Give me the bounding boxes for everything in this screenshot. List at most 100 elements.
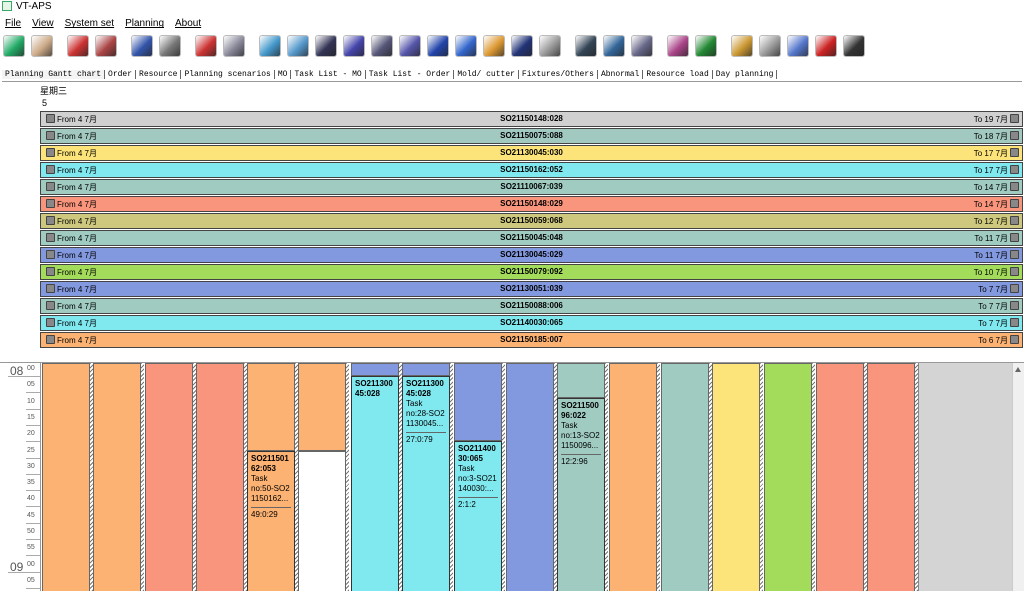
- toolbar-button[interactable]: [95, 35, 117, 57]
- toolbar-button[interactable]: [787, 35, 809, 57]
- tick-line: [26, 555, 40, 557]
- menu-item[interactable]: Planning: [125, 18, 165, 29]
- order-bar[interactable]: From 4 7月 SO21150045:048 To 11 7月: [40, 230, 1023, 246]
- hour-label: 08: [10, 364, 24, 378]
- order-bar[interactable]: From 4 7月 SO21150088:006 To 7 7月: [40, 298, 1023, 314]
- toolbar-button[interactable]: [315, 35, 337, 57]
- task-text: no:50-SO2: [251, 484, 290, 493]
- from-text: From 4 7月: [57, 149, 98, 158]
- tab[interactable]: Mold/ cutter: [454, 70, 519, 79]
- scrollbar[interactable]: [1012, 363, 1024, 591]
- column-segment: [93, 363, 141, 591]
- toolbar-button[interactable]: [511, 35, 533, 57]
- minute-label: 40: [27, 495, 35, 503]
- order-bar[interactable]: From 4 7月 SO21150075:088 To 18 7月: [40, 128, 1023, 144]
- toolbar-button[interactable]: [259, 35, 281, 57]
- tab[interactable]: MO: [274, 70, 292, 79]
- toolbar-button[interactable]: [759, 35, 781, 57]
- order-bar[interactable]: From 4 7月 SO21150185:007 To 6 7月: [40, 332, 1023, 348]
- tick-line: [26, 424, 40, 426]
- toolbar-button[interactable]: [695, 35, 717, 57]
- tab[interactable]: Resource: [136, 70, 182, 79]
- hatch-strip: [915, 363, 918, 591]
- arrow-icon: [1010, 131, 1019, 140]
- order-bar[interactable]: From 4 7月 SO21150148:029 To 14 7月: [40, 196, 1023, 212]
- order-bar[interactable]: From 4 7月 SO21150148:028 To 19 7月: [40, 111, 1023, 127]
- toolbar-button[interactable]: [399, 35, 421, 57]
- task-block[interactable]: SO211400 30:065 Task no:3-SO21 140030:... 2:1…: [454, 441, 502, 591]
- arrow-icon: [46, 148, 55, 157]
- tab[interactable]: Order: [105, 70, 137, 79]
- toolbar-button[interactable]: [427, 35, 449, 57]
- toolbar-button[interactable]: [31, 35, 53, 57]
- toolbar-button[interactable]: [67, 35, 89, 57]
- menu-item[interactable]: About: [175, 18, 202, 29]
- tab[interactable]: Task List - Order: [365, 70, 455, 79]
- toolbar-button[interactable]: [483, 35, 505, 57]
- task-text: SO211500: [561, 401, 599, 410]
- divider: [2, 81, 1022, 82]
- weekday: 星期三: [40, 86, 68, 96]
- toolbar-button[interactable]: [631, 35, 653, 57]
- hatch-strip: [657, 363, 660, 591]
- toolbar-button[interactable]: [223, 35, 245, 57]
- tick-line: [26, 441, 40, 443]
- toolbar-button[interactable]: [603, 35, 625, 57]
- toolbar-button[interactable]: [287, 35, 309, 57]
- task-text: Task: [561, 421, 578, 430]
- toolbar-button[interactable]: [131, 35, 153, 57]
- toolbar-button[interactable]: [3, 35, 25, 57]
- order-bar[interactable]: From 4 7月 SO21130045:030 To 17 7月: [40, 145, 1023, 161]
- scroll-up[interactable]: [1015, 367, 1021, 372]
- arrow-icon: [1010, 233, 1019, 242]
- order-bar[interactable]: From 4 7月 SO21130051:039 To 7 7月: [40, 281, 1023, 297]
- toolbar-button[interactable]: [575, 35, 597, 57]
- menu-item[interactable]: System set: [64, 18, 115, 29]
- tick-line: [26, 473, 40, 475]
- order-bar[interactable]: From 4 7月 SO21150079:092 To 10 7月: [40, 264, 1023, 280]
- toolbar-button[interactable]: [843, 35, 865, 57]
- from-text: From 4 7月: [57, 268, 98, 277]
- toolbar-button[interactable]: [815, 35, 837, 57]
- to-text: To 17 7月: [973, 149, 1008, 158]
- tab[interactable]: Abnormal: [597, 70, 644, 79]
- toolbar-button[interactable]: [343, 35, 365, 57]
- arrow-icon: [1010, 335, 1019, 344]
- toolbar-button[interactable]: [159, 35, 181, 57]
- task-block[interactable]: SO211300 45:028 Task no:28-SO2 1130045... 27:…: [402, 376, 450, 591]
- task-block[interactable]: SO211300 45:028: [351, 376, 399, 591]
- menu-item[interactable]: View: [32, 18, 54, 29]
- order-bar[interactable]: From 4 7月 SO21140030:065 To 7 7月: [40, 315, 1023, 331]
- menu-item[interactable]: File: [5, 18, 22, 29]
- task-block[interactable]: SO211501 62:053 Task no:50-SO2 1150162... 49:…: [247, 451, 295, 591]
- order-bar[interactable]: From 4 7月 SO21150059:068 To 12 7月: [40, 213, 1023, 229]
- column-segment: [351, 363, 399, 376]
- tab[interactable]: Resource load: [643, 70, 713, 79]
- toolbar-button[interactable]: [539, 35, 561, 57]
- column-segment: [196, 363, 244, 591]
- task-text: 45:028: [355, 389, 380, 398]
- menu-bar: File View System set Planning About: [5, 18, 212, 29]
- order-number: SO21150079:092: [500, 267, 563, 276]
- toolbar-button[interactable]: [667, 35, 689, 57]
- order-bar[interactable]: From 4 7月 SO21110067:039 To 14 7月: [40, 179, 1023, 195]
- task-block[interactable]: SO211500 96:022 Task no:13-SO2 1150096... 12:…: [557, 398, 605, 591]
- tab[interactable]: Fixtures/Others: [518, 70, 598, 79]
- from-label: From 4 7月: [46, 250, 97, 261]
- tab[interactable]: Planning Gantt chart: [2, 70, 106, 79]
- tab[interactable]: Planning scenarios: [181, 70, 275, 79]
- to-label: To 11 7月: [974, 250, 1019, 261]
- toolbar-button[interactable]: [455, 35, 477, 57]
- column-segment: [609, 363, 657, 591]
- order-bar[interactable]: From 4 7月 SO21150162:052 To 17 7月: [40, 162, 1023, 178]
- column-segment: [145, 363, 193, 591]
- tab[interactable]: Task List - MO: [291, 70, 366, 79]
- hatch-strip: [864, 363, 867, 591]
- order-bar[interactable]: From 4 7月 SO21130045:029 To 11 7月: [40, 247, 1023, 263]
- task-text: SO211400: [458, 444, 496, 453]
- to-text: To 18 7月: [973, 132, 1008, 141]
- toolbar-button[interactable]: [195, 35, 217, 57]
- toolbar-button[interactable]: [731, 35, 753, 57]
- tab[interactable]: Day planning: [712, 70, 778, 79]
- toolbar-button[interactable]: [371, 35, 393, 57]
